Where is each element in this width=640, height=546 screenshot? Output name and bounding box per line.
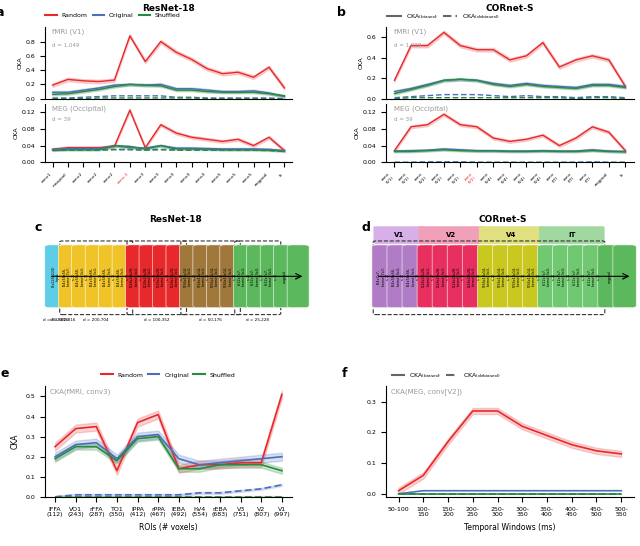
FancyBboxPatch shape: [139, 245, 161, 308]
Text: (64x56x56,
kernel 3x3,
s 1): (64x56x56, kernel 3x3, s 1): [76, 267, 90, 286]
FancyBboxPatch shape: [260, 245, 282, 308]
FancyBboxPatch shape: [522, 245, 546, 308]
Text: (64x56x56,
kernel 3x3,
s 2): (64x56x56, kernel 3x3, s 2): [392, 267, 405, 286]
FancyBboxPatch shape: [247, 245, 269, 308]
Y-axis label: CKA: CKA: [359, 57, 364, 69]
FancyBboxPatch shape: [447, 245, 470, 308]
FancyBboxPatch shape: [152, 245, 175, 308]
Text: (128x28x28,
kernel 3x3,
s 1): (128x28x28, kernel 3x3, s 1): [452, 266, 465, 287]
Legend: Random, Original, Shuffled: Random, Original, Shuffled: [99, 370, 238, 380]
Text: (128x28x28,
kernel 3x3,
s 1): (128x28x28, kernel 3x3, s 1): [170, 266, 184, 287]
Text: d = 25,228: d = 25,228: [246, 318, 269, 322]
FancyBboxPatch shape: [372, 245, 396, 308]
Text: (256x14x14,
kernel 3x3,
s 1): (256x14x14, kernel 3x3, s 1): [527, 266, 541, 287]
Text: (512x7x7,
kernel 3x3,
s 2): (512x7x7, kernel 3x3, s 2): [543, 267, 556, 286]
Text: (64x56x56,
kernel 7x7,
s 2): (64x56x56, kernel 7x7, s 2): [63, 267, 76, 286]
Text: d = 39: d = 39: [52, 117, 71, 122]
FancyBboxPatch shape: [477, 245, 500, 308]
Text: (128x28x28,
kernel 3x3,
s 1): (128x28x28, kernel 3x3, s 1): [143, 266, 157, 287]
Text: CKA(MEG, conv[V2]): CKA(MEG, conv[V2]): [391, 389, 462, 395]
FancyBboxPatch shape: [179, 245, 202, 308]
X-axis label: ROIs (# voxels): ROIs (# voxels): [139, 523, 198, 532]
Title: ResNet-18: ResNet-18: [149, 216, 202, 224]
Text: fc: fc: [296, 275, 300, 278]
Title: CORnet-S: CORnet-S: [479, 216, 527, 224]
FancyBboxPatch shape: [402, 245, 426, 308]
Text: (128x28x28,
kernel 3x3,
s 1): (128x28x28, kernel 3x3, s 1): [157, 266, 170, 287]
X-axis label: Temporal Windows (ms): Temporal Windows (ms): [464, 523, 556, 532]
FancyBboxPatch shape: [220, 245, 242, 308]
Text: (64x56x56,
kernel 3x3,
s 1): (64x56x56, kernel 3x3, s 1): [103, 267, 116, 286]
Text: (128x28x28,
kernel 3x3,
s 2): (128x28x28, kernel 3x3, s 2): [130, 266, 143, 287]
Legend: CKA$_\mathregular{(biased)}$, CKA$_\mathregular{(debiased)}$: CKA$_\mathregular{(biased)}$, CKA$_\math…: [389, 370, 504, 383]
FancyBboxPatch shape: [568, 245, 591, 308]
Text: d = 802,816: d = 802,816: [43, 318, 68, 322]
FancyBboxPatch shape: [598, 245, 621, 308]
Text: (256x14x14,
kernel 3x3,
s 1): (256x14x14, kernel 3x3, s 1): [224, 266, 237, 287]
Text: (64x7x7,
kernel 7x7,
s 2): (64x7x7, kernel 7x7, s 2): [377, 267, 390, 286]
FancyBboxPatch shape: [166, 245, 188, 308]
Text: (512x7x7,
kernel 3x3,
s 1): (512x7x7, kernel 3x3, s 1): [557, 267, 571, 286]
Text: (256x14x14,
kernel 3x3,
s 1): (256x14x14, kernel 3x3, s 1): [211, 266, 224, 287]
Text: c: c: [35, 221, 42, 234]
FancyBboxPatch shape: [432, 245, 456, 308]
FancyBboxPatch shape: [274, 245, 296, 308]
Text: e: e: [0, 366, 9, 379]
Y-axis label: CKA: CKA: [355, 127, 360, 139]
Text: (128x28x28,
kernel 3x3,
s 2): (128x28x28, kernel 3x3, s 2): [422, 266, 435, 287]
Text: d = 100,352: d = 100,352: [144, 318, 170, 322]
Text: (512x7x7,
kernel 3x3,
s 1): (512x7x7, kernel 3x3, s 1): [251, 267, 264, 286]
FancyBboxPatch shape: [492, 245, 516, 308]
FancyBboxPatch shape: [417, 245, 440, 308]
Text: (512x7x7,
kernel 3x3,
s 1): (512x7x7, kernel 3x3, s 1): [588, 267, 601, 286]
Y-axis label: CKA: CKA: [17, 57, 22, 69]
FancyBboxPatch shape: [613, 245, 636, 308]
Text: (512x7x7,
kernel 3x3,
s 2): (512x7x7, kernel 3x3, s 2): [237, 267, 251, 286]
FancyBboxPatch shape: [479, 226, 545, 244]
FancyBboxPatch shape: [538, 245, 561, 308]
FancyBboxPatch shape: [58, 245, 80, 308]
Text: (3x224x224)
Input: (3x224x224) Input: [51, 265, 60, 287]
FancyBboxPatch shape: [583, 245, 606, 308]
Text: f: f: [342, 366, 347, 379]
FancyBboxPatch shape: [508, 245, 531, 308]
Text: fMRI (V1): fMRI (V1): [52, 29, 84, 35]
FancyBboxPatch shape: [462, 245, 486, 308]
Text: (256x14x14,
kernel 3x3,
s 2): (256x14x14, kernel 3x3, s 2): [483, 266, 495, 287]
Text: (64x56x56,
kernel 3x3,
s 1): (64x56x56, kernel 3x3, s 1): [407, 267, 420, 286]
Title: CORnet-S: CORnet-S: [486, 4, 534, 13]
FancyBboxPatch shape: [539, 226, 605, 244]
Text: d = 39: d = 39: [394, 117, 412, 122]
Legend: Random, Original, Shuffled: Random, Original, Shuffled: [43, 10, 183, 21]
Text: (128x28x28,
kernel 3x3,
s 1): (128x28x28, kernel 3x3, s 1): [437, 266, 451, 287]
Text: CKA(fMRI, conv3): CKA(fMRI, conv3): [50, 389, 110, 395]
Text: (256x14x14,
kernel 3x3,
s 2): (256x14x14, kernel 3x3, s 2): [184, 266, 197, 287]
Text: (64x56x56,
kernel 3x3,
s 1): (64x56x56, kernel 3x3, s 1): [116, 267, 130, 286]
Text: d: d: [362, 221, 371, 234]
FancyBboxPatch shape: [112, 245, 134, 308]
Text: d = 802,816: d = 802,816: [50, 318, 76, 322]
FancyBboxPatch shape: [374, 226, 424, 244]
FancyBboxPatch shape: [419, 226, 484, 244]
Text: (512x7x7,
kernel 3x3,
s 1): (512x7x7, kernel 3x3, s 1): [573, 267, 586, 286]
Text: (128x28x28,
kernel 3x3,
s 1): (128x28x28, kernel 3x3, s 1): [467, 266, 481, 287]
Text: d = 1,019: d = 1,019: [394, 43, 421, 48]
FancyBboxPatch shape: [387, 245, 410, 308]
Text: fc: fc: [623, 275, 627, 278]
Title: ResNet-18: ResNet-18: [142, 4, 195, 13]
FancyBboxPatch shape: [552, 245, 576, 308]
Text: (256x14x14,
kernel 3x3,
s 1): (256x14x14, kernel 3x3, s 1): [513, 266, 525, 287]
Y-axis label: CKA: CKA: [13, 127, 19, 139]
FancyBboxPatch shape: [233, 245, 255, 308]
Text: avgpool: avgpool: [283, 270, 287, 283]
Text: a: a: [0, 6, 4, 19]
Y-axis label: CKA: CKA: [11, 434, 20, 449]
Text: d = 50,176: d = 50,176: [199, 318, 222, 322]
Text: avgpool: avgpool: [607, 270, 611, 283]
FancyBboxPatch shape: [99, 245, 120, 308]
Text: V4: V4: [506, 232, 516, 238]
Text: d = 200,704: d = 200,704: [83, 318, 109, 322]
Text: MEG (Occipital): MEG (Occipital): [394, 105, 447, 111]
Text: (512x7x7,
kernel 3x3,
s 1): (512x7x7, kernel 3x3, s 1): [264, 267, 278, 286]
Text: d = 1,049: d = 1,049: [52, 43, 79, 48]
